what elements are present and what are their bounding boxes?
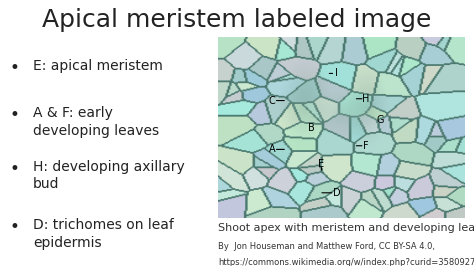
Text: •: • [9,218,19,236]
Text: •: • [9,106,19,124]
Text: H: H [362,94,370,104]
Text: I: I [335,68,338,78]
Text: A & F: early
developing leaves: A & F: early developing leaves [33,106,159,138]
Text: G: G [377,115,384,126]
Text: D: D [333,188,340,198]
Text: B: B [308,123,315,133]
Text: •: • [9,160,19,178]
Text: H: developing axillary
bud: H: developing axillary bud [33,160,185,192]
Text: A: A [269,144,275,154]
Text: •: • [9,59,19,77]
Text: By  Jon Houseman and Matthew Ford, CC BY-SA 4.0,: By Jon Houseman and Matthew Ford, CC BY-… [218,242,435,251]
Text: https://commons.wikimedia.org/w/index.php?curid=35809276: https://commons.wikimedia.org/w/index.ph… [218,258,474,266]
Text: Shoot apex with meristem and developing leaves.: Shoot apex with meristem and developing … [218,223,474,234]
Text: D: trichomes on leaf
epidermis: D: trichomes on leaf epidermis [33,218,174,250]
Text: C: C [269,95,276,106]
Text: E: apical meristem: E: apical meristem [33,59,163,73]
Text: E: E [319,159,325,169]
Text: F: F [363,141,369,151]
Text: Apical meristem labeled image: Apical meristem labeled image [42,8,432,32]
